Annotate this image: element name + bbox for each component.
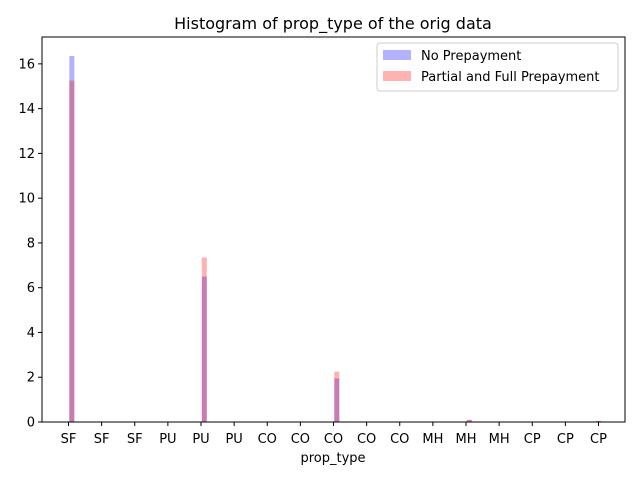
x-tick-label: SF	[94, 432, 110, 447]
y-tick-label: 2	[27, 371, 35, 386]
x-tick-label: CO	[357, 432, 376, 447]
y-tick-label: 10	[18, 192, 35, 207]
axes-frame	[41, 36, 626, 423]
histogram-bar-series-1	[596, 420, 601, 422]
legend: No Prepayment Partial and Full Prepaymen…	[376, 42, 619, 92]
x-tick-label: CO	[291, 432, 310, 447]
y-tick-label: 4	[27, 326, 35, 341]
histogram-bar-series-1	[334, 371, 340, 422]
x-tick-label: SF	[127, 432, 143, 447]
legend-swatch-no-prepayment	[383, 50, 411, 60]
x-tick-label: PU	[225, 432, 242, 447]
x-tick-label: CP	[524, 432, 541, 447]
x-tick-label: PU	[192, 432, 209, 447]
x-tick-label: CP	[590, 432, 607, 447]
x-tick-label: MH	[422, 432, 443, 447]
x-tick-label: MH	[489, 432, 510, 447]
legend-box	[376, 42, 619, 92]
histogram-bar-series-1	[466, 420, 472, 422]
x-tick-label: CO	[390, 432, 409, 447]
y-tick-label: 14	[18, 102, 35, 117]
y-tick-label: 12	[18, 147, 35, 162]
plot-area: 0 2 4 6 8 10 12 14 16 SF SF SF PU PU PU CO CO CO CO CO MH MH M…	[18, 56, 607, 447]
x-tick-label: CO	[324, 432, 343, 447]
histogram-bar-series-0	[334, 378, 340, 422]
y-tick-label: 8	[27, 236, 35, 251]
x-tick-label: CO	[258, 432, 277, 447]
histogram-bar-series-1	[201, 257, 207, 422]
chart-title: Histogram of prop_type of the orig data	[174, 14, 492, 34]
y-tick-label: 0	[27, 416, 35, 431]
y-tick-label: 16	[18, 57, 35, 72]
x-tick-label: SF	[61, 432, 77, 447]
x-tick-label: PU	[159, 432, 176, 447]
legend-label-no-prepayment: No Prepayment	[421, 49, 521, 64]
x-tick-label: MH	[456, 432, 477, 447]
histogram-bar-series-0	[466, 419, 472, 422]
legend-swatch-partial-full-prepayment	[383, 71, 411, 81]
histogram-bar-series-1	[69, 80, 75, 422]
y-tick-label: 6	[27, 281, 35, 296]
legend-label-partial-full-prepayment: Partial and Full Prepayment	[421, 70, 600, 85]
histogram-bar-series-0	[69, 56, 75, 423]
x-tick-label: CP	[557, 432, 574, 447]
x-axis-label: prop_type	[300, 451, 365, 466]
histogram-bar-series-0	[201, 276, 207, 422]
